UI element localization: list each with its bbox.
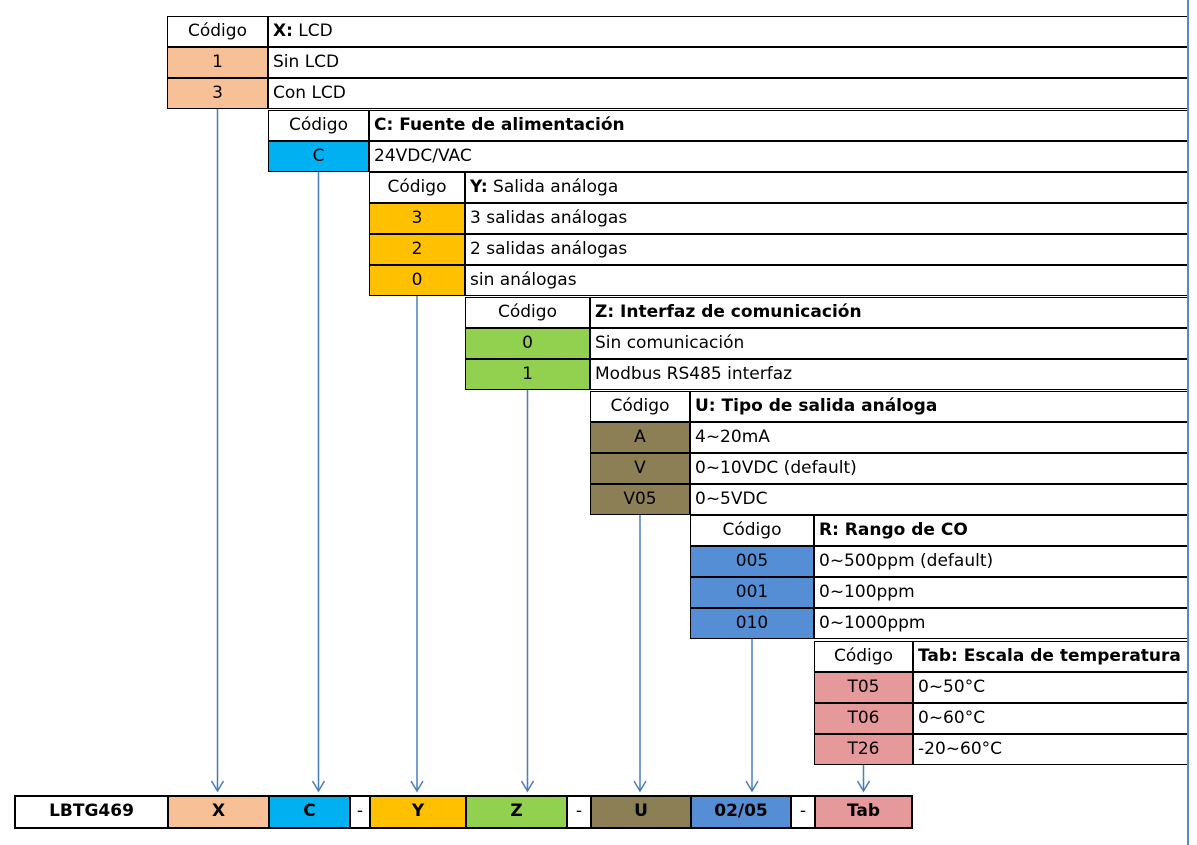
option-description-cell: 3 salidas análogas	[465, 203, 1187, 234]
header-title-key: C: Fuente de alimentación	[374, 115, 625, 135]
model-segment-lbtg469: LBTG469	[14, 795, 169, 829]
header-title-cell: Y: Salida análoga	[465, 172, 1187, 203]
option-description-cell: 2 salidas análogas	[465, 234, 1187, 265]
option-description-cell: Sin comunicación	[590, 328, 1187, 359]
header-code-cell: Código	[590, 391, 690, 422]
right-border-line	[1187, 0, 1189, 845]
header-code-cell: Código	[814, 641, 913, 672]
arrowhead-icon	[745, 780, 759, 793]
header-title-cell: R: Rango de CO	[814, 515, 1187, 546]
separator-cell: -	[566, 795, 592, 829]
option-description-cell: Con LCD	[268, 78, 1187, 109]
option-code-cell: 3	[167, 78, 268, 109]
arrowhead-icon	[210, 780, 225, 793]
header-title-text: Salida análoga	[487, 177, 619, 197]
header-title-key: R: Rango de CO	[819, 520, 968, 540]
option-code-cell: 010	[690, 608, 814, 639]
header-title-cell: C: Fuente de alimentación	[369, 110, 1187, 141]
option-description-cell: 24VDC/VAC	[369, 141, 1187, 172]
arrowhead-icon	[311, 780, 326, 793]
option-code-cell: 1	[167, 47, 268, 78]
model-segment-tab: Tab	[814, 795, 913, 829]
header-title-cell: Z: Interfaz de comunicación	[590, 297, 1187, 328]
header-code-cell: Código	[690, 515, 814, 546]
option-code-cell: 0	[465, 328, 590, 359]
option-description-cell: 0~1000ppm	[814, 608, 1187, 639]
option-description-cell: sin análogas	[465, 265, 1187, 296]
option-code-cell: A	[590, 422, 690, 453]
header-title-cell: X: LCD	[268, 16, 1187, 47]
model-segment-c: C	[268, 795, 351, 829]
option-description-cell: 0~60°C	[913, 703, 1187, 734]
model-segment-x: X	[167, 795, 270, 829]
header-title-key: X:	[273, 21, 293, 41]
model-segment-z: Z	[465, 795, 568, 829]
separator-cell: -	[349, 795, 371, 829]
option-description-cell: 0~100ppm	[814, 577, 1187, 608]
option-code-cell: 3	[369, 203, 465, 234]
option-code-cell: V	[590, 453, 690, 484]
header-title-key: Y:	[470, 177, 488, 197]
option-code-cell: 0	[369, 265, 465, 296]
option-code-cell: 005	[690, 546, 814, 577]
model-segment-u: U	[590, 795, 692, 829]
model-segment-0205: 02/05	[690, 795, 792, 829]
header-code-cell: Código	[167, 16, 268, 47]
arrowhead-icon	[856, 780, 871, 793]
header-title-cell: U: Tipo de salida análoga	[690, 391, 1187, 422]
arrowhead-icon	[520, 780, 535, 793]
option-description-cell: 0~10VDC (default)	[690, 453, 1187, 484]
option-code-cell: V05	[590, 484, 690, 515]
arrowhead-icon	[633, 780, 647, 793]
header-title-text: LCD	[292, 21, 333, 41]
header-title-key: U: Tipo de salida análoga	[695, 396, 938, 416]
header-title-cell: Tab: Escala de temperatura	[913, 641, 1187, 672]
option-description-cell: Modbus RS485 interfaz	[590, 359, 1187, 390]
option-code-cell: T05	[814, 672, 913, 703]
header-title-key: Z: Interfaz de comunicación	[595, 302, 862, 322]
option-code-cell: 001	[690, 577, 814, 608]
option-description-cell: -20~60°C	[913, 734, 1187, 765]
model-segment-y: Y	[369, 795, 467, 829]
option-description-cell: 0~5VDC	[690, 484, 1187, 515]
option-description-cell: Sin LCD	[268, 47, 1187, 78]
option-description-cell: 0~500ppm (default)	[814, 546, 1187, 577]
separator-cell: -	[790, 795, 816, 829]
arrowhead-icon	[410, 780, 424, 793]
header-code-cell: Código	[268, 110, 369, 141]
option-code-cell: 1	[465, 359, 590, 390]
option-code-cell: T06	[814, 703, 913, 734]
header-code-cell: Código	[465, 297, 590, 328]
option-code-cell: 2	[369, 234, 465, 265]
header-title-key: Tab: Escala de temperatura	[918, 646, 1181, 666]
header-code-cell: Código	[369, 172, 465, 203]
option-code-cell: C	[268, 141, 369, 172]
option-code-cell: T26	[814, 734, 913, 765]
option-description-cell: 4~20mA	[690, 422, 1187, 453]
option-description-cell: 0~50°C	[913, 672, 1187, 703]
